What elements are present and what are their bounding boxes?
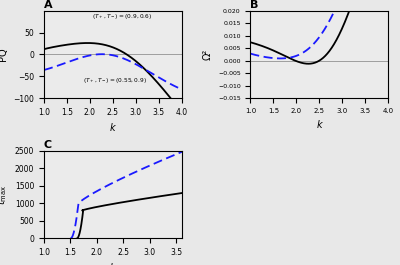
Text: C: C <box>44 140 52 150</box>
X-axis label: k: k <box>316 120 322 130</box>
X-axis label: k: k <box>110 122 116 132</box>
Text: $(T_+,T_-)=(0.9,0.6)$: $(T_+,T_-)=(0.9,0.6)$ <box>92 12 152 21</box>
Text: A: A <box>44 0 53 10</box>
X-axis label: k: k <box>110 263 116 265</box>
Text: $(T_+,T_-)=(0.55,0.9)$: $(T_+,T_-)=(0.55,0.9)$ <box>83 76 147 85</box>
Text: B: B <box>250 0 259 10</box>
Y-axis label: Ω²: Ω² <box>202 49 212 60</box>
Y-axis label: PQ: PQ <box>0 48 8 61</box>
Y-axis label: $t_{\rm max}$: $t_{\rm max}$ <box>0 184 9 205</box>
